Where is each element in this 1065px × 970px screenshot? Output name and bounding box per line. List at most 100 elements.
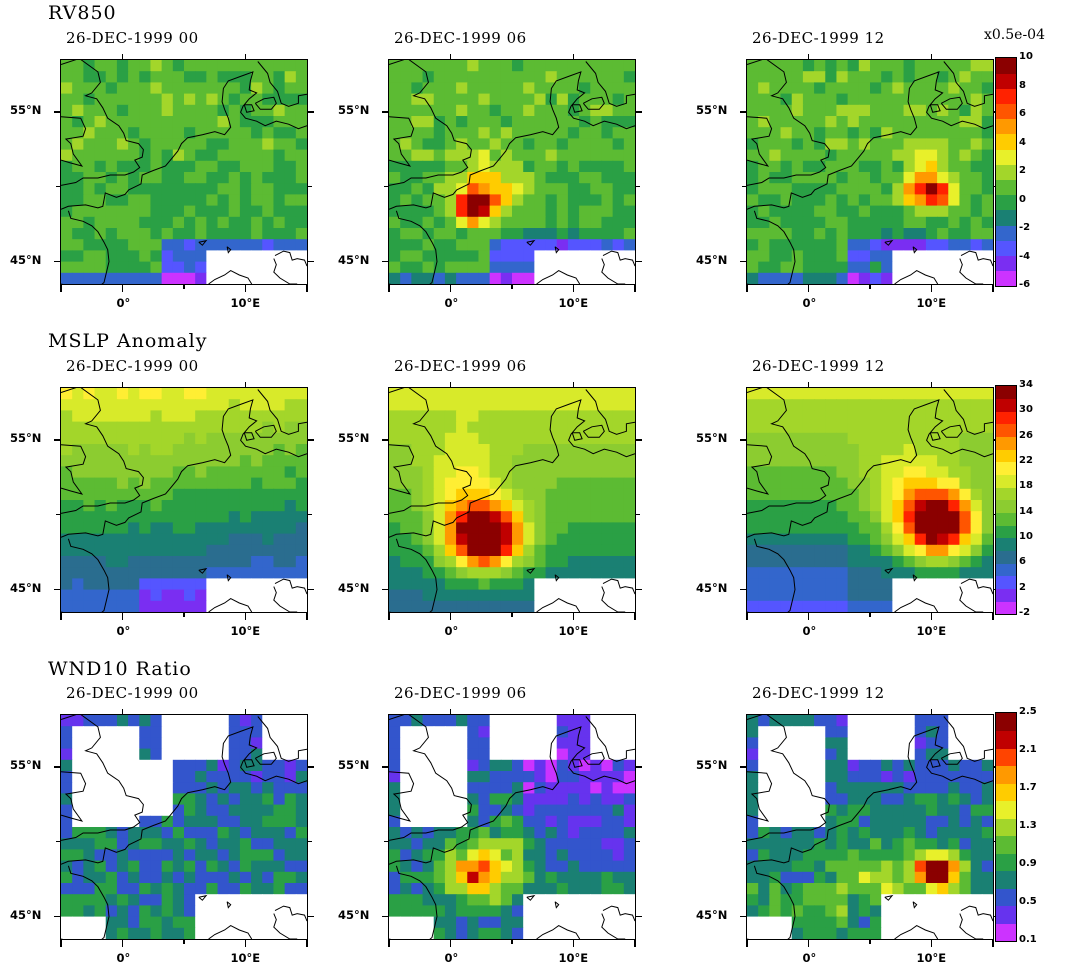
grid-cell bbox=[61, 737, 73, 750]
lon-minor-tick bbox=[511, 284, 513, 289]
grid-cell bbox=[389, 759, 401, 772]
grid-cell bbox=[567, 194, 580, 207]
grid-cell bbox=[251, 455, 263, 467]
lat-minor-tick bbox=[384, 513, 388, 516]
grid-cell bbox=[128, 205, 140, 218]
coastline bbox=[389, 71, 635, 210]
grid-cell bbox=[914, 916, 927, 929]
grid-cell bbox=[512, 567, 524, 579]
coastline bbox=[389, 715, 472, 841]
grid-cell bbox=[970, 410, 983, 423]
coastline bbox=[585, 61, 635, 107]
grid-cell bbox=[128, 421, 140, 434]
grid-cell bbox=[567, 399, 580, 411]
grid-cell bbox=[295, 782, 307, 794]
grid-cell bbox=[61, 827, 73, 839]
grid-cell bbox=[780, 205, 793, 218]
grid-cell bbox=[433, 216, 446, 229]
grid-cell bbox=[478, 160, 491, 173]
lon-tick bbox=[244, 382, 246, 388]
grid-cell bbox=[545, 533, 558, 546]
grid-cell bbox=[959, 205, 972, 218]
grid-cell bbox=[172, 500, 185, 512]
grid-cell bbox=[802, 793, 815, 806]
grid-cell bbox=[83, 578, 96, 591]
grid-cell bbox=[534, 815, 547, 828]
grid-cell bbox=[881, 272, 893, 284]
grid-cell bbox=[116, 104, 129, 117]
grid-cell bbox=[556, 860, 569, 873]
grid-cell bbox=[814, 216, 826, 229]
grid-cell bbox=[239, 477, 252, 490]
grid-cell bbox=[959, 860, 972, 873]
grid-cell bbox=[228, 726, 241, 738]
grid-cell bbox=[500, 149, 513, 162]
grid-cell bbox=[914, 127, 927, 139]
grid-cell bbox=[747, 127, 759, 139]
grid-cell bbox=[467, 748, 480, 761]
grid-cell bbox=[195, 500, 207, 512]
grid-cell bbox=[802, 104, 815, 117]
grid-cell bbox=[195, 759, 207, 772]
grid-cell bbox=[780, 927, 793, 939]
grid-cell bbox=[836, 455, 849, 467]
grid-cell bbox=[389, 793, 401, 806]
grid-cell bbox=[94, 250, 107, 263]
grid-cell bbox=[184, 567, 196, 579]
coastline bbox=[257, 61, 307, 107]
grid-cell bbox=[870, 261, 882, 274]
grid-cell bbox=[903, 60, 916, 72]
grid-cell bbox=[590, 488, 603, 501]
lat-minor-tick bbox=[307, 185, 312, 188]
grid-cell bbox=[228, 533, 241, 546]
grid-cell bbox=[389, 71, 401, 83]
grid-cell bbox=[400, 589, 412, 602]
grid-cell bbox=[814, 793, 826, 806]
grid-cell bbox=[601, 782, 614, 794]
grid-cell bbox=[825, 93, 838, 106]
grid-cell bbox=[914, 138, 927, 151]
grid-cell bbox=[128, 849, 140, 862]
grid-cell bbox=[925, 737, 938, 750]
grid-cell bbox=[172, 216, 185, 229]
grid-cell bbox=[836, 104, 849, 117]
grid-cell bbox=[523, 172, 535, 184]
grid-cell bbox=[847, 533, 860, 546]
grid-cell bbox=[284, 726, 297, 738]
grid-cell bbox=[881, 544, 893, 557]
grid-cell bbox=[251, 533, 263, 546]
grid-cell bbox=[870, 410, 882, 423]
grid-cell bbox=[206, 250, 219, 263]
grid-cell bbox=[262, 771, 275, 783]
grid-cell bbox=[262, 216, 275, 229]
grid-cell bbox=[881, 556, 893, 568]
grid-cell bbox=[105, 239, 118, 251]
grid-cell bbox=[83, 116, 96, 128]
grid-cell bbox=[284, 82, 297, 95]
grid-cell bbox=[273, 216, 286, 229]
grid-cell bbox=[172, 388, 185, 400]
grid-cell bbox=[780, 782, 793, 794]
grid-cell bbox=[512, 60, 524, 72]
grid-cell bbox=[937, 860, 949, 873]
grid-cell bbox=[116, 228, 129, 240]
grid-cell bbox=[870, 104, 882, 117]
colorbar-swatch bbox=[996, 601, 1016, 615]
grid-cell bbox=[579, 82, 591, 95]
grid-cell bbox=[195, 250, 207, 263]
grid-cell bbox=[847, 455, 860, 467]
grid-cell bbox=[489, 804, 502, 817]
grid-cell bbox=[567, 782, 580, 794]
grid-cell bbox=[251, 511, 263, 523]
grid-cell bbox=[500, 228, 513, 240]
grid-cell bbox=[105, 399, 118, 411]
grid-cell bbox=[758, 600, 770, 612]
lon-tick bbox=[449, 709, 451, 715]
colorbar-tick-label: 4 bbox=[1019, 136, 1026, 148]
grid-cell bbox=[456, 578, 468, 591]
grid-cell bbox=[295, 138, 307, 151]
grid-cell bbox=[579, 183, 591, 195]
lon-label: 10°E bbox=[916, 951, 947, 965]
grid-cell bbox=[116, 533, 129, 546]
grid-cell bbox=[579, 455, 591, 467]
